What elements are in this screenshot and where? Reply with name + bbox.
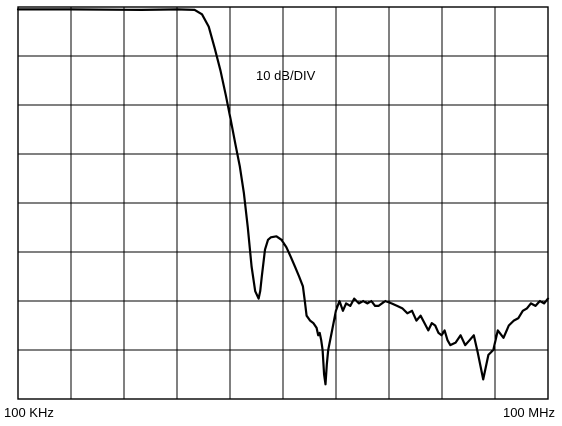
grid: [18, 7, 548, 399]
series-trace: [16, 8, 550, 386]
x-start-label: 100 KHz: [4, 405, 54, 420]
plot-frame: [17, 6, 549, 400]
scale-annotation: 10 dB/DIV: [256, 68, 316, 83]
x-end-label: 100 MHz: [503, 405, 555, 420]
